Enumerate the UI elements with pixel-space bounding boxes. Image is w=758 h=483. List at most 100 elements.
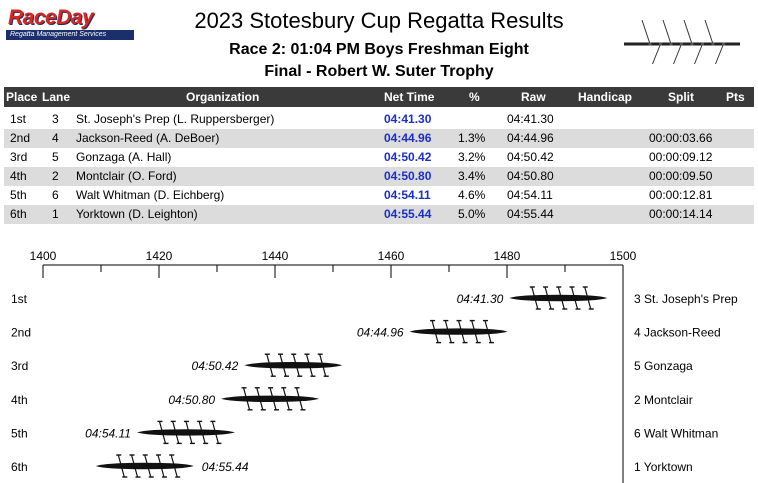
boat-marker — [409, 319, 508, 344]
oar — [683, 19, 693, 45]
oar — [117, 454, 125, 478]
oar — [531, 286, 539, 310]
x-tick-label: 1420 — [146, 249, 173, 263]
percent: 3.4% — [458, 169, 486, 183]
raw-time: 04:41.30 — [507, 112, 554, 126]
col-lane: Lane — [42, 90, 71, 104]
boat-time-label: 04:55.44 — [202, 460, 249, 474]
place-label: 1st — [11, 292, 28, 306]
oar — [242, 387, 251, 410]
boat-marker — [221, 387, 320, 411]
oar — [484, 320, 492, 343]
logo-text: RaceDay — [8, 6, 94, 29]
oar — [662, 19, 672, 45]
boat-time-label: 04:44.96 — [357, 326, 404, 340]
table-row: 5th 6 Walt Whitman (D. Eichberg) 04:54.1… — [4, 186, 754, 205]
split: 00:00:12.81 — [649, 188, 713, 202]
organization: St. Joseph's Prep (L. Ruppersberger) — [76, 112, 275, 126]
rower — [648, 42, 652, 46]
oar — [172, 421, 180, 444]
place-label: 4th — [11, 393, 28, 407]
place-label: 5th — [11, 426, 28, 440]
logo-bar — [6, 30, 134, 40]
organization: Gonzaga (A. Hall) — [76, 150, 172, 164]
team-label: 3 St. Joseph's Prep — [634, 292, 738, 306]
col-organization: Organization — [186, 90, 260, 104]
team-label: 6 Walt Whitman — [634, 426, 718, 440]
oar — [295, 387, 304, 410]
col-percent: % — [469, 90, 480, 104]
split: 00:00:14.14 — [649, 207, 713, 221]
boat-marker — [95, 454, 194, 478]
organization: Yorktown (D. Leighton) — [76, 207, 198, 221]
oar — [266, 354, 274, 377]
rower — [700, 42, 705, 46]
split: 00:00:03.66 — [649, 131, 713, 145]
table-header-row: Place Lane Organization Net Time % Raw H… — [4, 87, 754, 107]
oar — [457, 320, 466, 343]
table-row: 1st 3 St. Joseph's Prep (L. Ruppersberge… — [4, 110, 754, 129]
percent: 4.6% — [458, 188, 486, 202]
lane: 3 — [52, 112, 59, 126]
oar — [652, 43, 661, 65]
lane: 1 — [52, 207, 59, 221]
net-time: 04:41.30 — [384, 112, 432, 126]
oar — [319, 354, 327, 377]
place: 4th — [10, 169, 27, 183]
lane: 5 — [52, 150, 59, 164]
col-raw: Raw — [521, 90, 546, 104]
team-label: 4 Jackson-Reed — [634, 326, 721, 340]
oar — [715, 43, 724, 65]
oar — [256, 387, 264, 410]
oar — [704, 19, 714, 45]
percent: 1.3% — [458, 131, 486, 145]
x-tick-label: 1400 — [30, 249, 57, 263]
oar — [471, 320, 479, 343]
rower — [690, 42, 694, 46]
split: 00:00:09.50 — [649, 169, 713, 183]
oar — [185, 421, 193, 444]
table-row: 3rd 5 Gonzaga (A. Hall) 04:50.42 3.2% 04… — [4, 148, 754, 167]
col-pts: Pts — [726, 90, 745, 104]
rower — [658, 42, 663, 46]
col-net-time: Net Time — [384, 90, 435, 104]
hull — [409, 328, 508, 335]
rower — [669, 42, 673, 46]
net-time: 04:55.44 — [384, 207, 432, 221]
oar — [144, 454, 152, 478]
table-row: 6th 1 Yorktown (D. Leighton) 04:55.44 5.… — [4, 205, 754, 224]
oar — [282, 387, 290, 410]
boat-marker — [136, 420, 235, 445]
oar — [431, 320, 439, 343]
place-label: 6th — [11, 460, 28, 474]
oar — [269, 387, 277, 410]
organization: Jackson-Reed (A. DeBoer) — [76, 131, 220, 145]
oar — [158, 421, 167, 444]
boat-marker — [244, 353, 343, 377]
oar — [130, 454, 139, 478]
percent: 3.2% — [458, 150, 486, 164]
rowing-boat-icon — [624, 19, 740, 65]
oar — [292, 354, 300, 377]
oar — [305, 354, 314, 377]
boat-marker — [509, 286, 608, 310]
raceday-logo: RaceDay Regatta Management Services — [6, 6, 136, 42]
oar — [170, 454, 178, 478]
oar — [641, 19, 651, 45]
place-label: 2nd — [11, 326, 31, 340]
team-label: 2 Montclair — [634, 393, 693, 407]
col-split: Split — [668, 90, 694, 104]
raw-time: 04:50.80 — [507, 169, 554, 183]
race-info: Race 2: 01:04 PM Boys Freshman Eight — [229, 41, 529, 58]
rower — [721, 42, 726, 46]
col-place: Place — [6, 90, 38, 104]
place: 1st — [10, 112, 27, 126]
oar — [279, 354, 287, 377]
hull — [244, 362, 343, 369]
net-time: 04:54.11 — [384, 188, 431, 202]
place: 2nd — [10, 131, 31, 145]
lane: 6 — [52, 188, 59, 202]
page-title: 2023 Stotesbury Cup Regatta Results — [194, 8, 564, 33]
table-row: 2nd 4 Jackson-Reed (A. DeBoer) 04:44.96 … — [4, 129, 754, 148]
place: 5th — [10, 188, 27, 202]
